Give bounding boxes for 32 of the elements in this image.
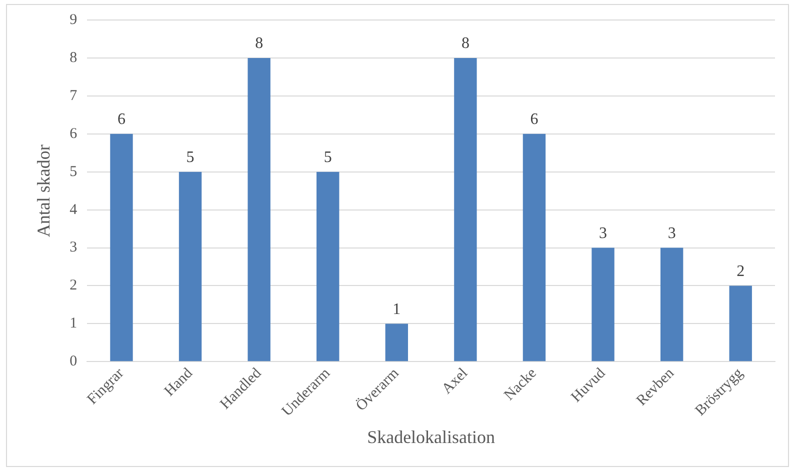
x-axis-title: Skadelokalisation xyxy=(367,426,496,447)
data-label: 1 xyxy=(392,300,401,318)
data-label: 2 xyxy=(736,262,745,280)
y-tick-label: 1 xyxy=(70,316,78,332)
y-tick-label: 6 xyxy=(70,126,78,142)
y-tick-label: 8 xyxy=(70,50,78,66)
y-tick-label: 7 xyxy=(70,88,78,104)
data-label: 3 xyxy=(668,224,676,242)
data-label: 8 xyxy=(255,35,264,52)
y-axis-title: Antal skador xyxy=(34,144,54,238)
y-tick-label: 3 xyxy=(70,240,78,256)
y-tick-label: 2 xyxy=(70,278,78,294)
y-tick-label: 5 xyxy=(70,164,78,180)
data-label: 6 xyxy=(530,111,538,128)
data-label: 8 xyxy=(461,35,470,52)
data-label: 6 xyxy=(117,111,126,128)
data-label: 3 xyxy=(599,224,608,242)
bar xyxy=(248,58,270,362)
bar xyxy=(522,134,546,362)
y-tick-label: 4 xyxy=(70,202,78,218)
data-label: 5 xyxy=(186,149,194,166)
data-label: 5 xyxy=(324,149,332,166)
bar xyxy=(316,172,340,362)
bar xyxy=(454,58,477,362)
bar xyxy=(592,248,614,362)
bar xyxy=(660,248,684,362)
bar xyxy=(729,286,752,362)
y-tick-label: 0 xyxy=(70,354,78,370)
bar xyxy=(110,134,133,362)
bar xyxy=(178,172,202,362)
bar xyxy=(385,324,408,362)
y-tick-label: 9 xyxy=(70,12,78,28)
